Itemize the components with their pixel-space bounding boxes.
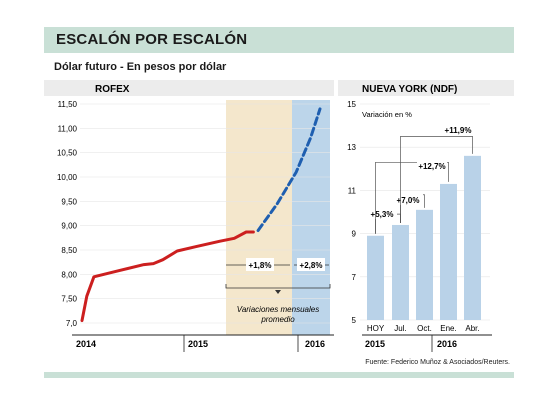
ndf-category-label: Oct.	[417, 324, 432, 333]
page-subtitle: Dólar futuro - En pesos por dólar	[54, 61, 227, 73]
ndf-y-tick-label: 7	[352, 273, 357, 282]
rofex-series-projected	[256, 107, 322, 232]
ndf-y-label: Variación en %	[362, 110, 412, 119]
variation-bracket-arrow	[275, 290, 281, 294]
bottom-bar	[44, 372, 514, 378]
rofex-y-tick-label: 7,50	[61, 295, 77, 304]
ndf-title: NUEVA YORK (NDF)	[362, 84, 457, 95]
rofex-y-tick-label: 9,50	[61, 197, 77, 206]
page-title: ESCALÓN POR ESCALÓN	[56, 31, 248, 48]
rofex-x-tick-label: 2016	[305, 339, 325, 349]
rofex-y-tick-label: 9,00	[61, 222, 77, 231]
ndf-year-label: 2015	[365, 339, 385, 349]
ndf-step-label: +12,7%	[418, 162, 445, 171]
ndf-bar	[416, 209, 433, 320]
ndf-step-label: +5,3%	[371, 210, 394, 219]
ndf-year-label: 2016	[437, 339, 457, 349]
ndf-step-bracket	[400, 136, 473, 223]
rofex-series-actual	[80, 230, 255, 323]
ndf-step-label: +11,9%	[445, 126, 472, 135]
ndf-bar	[367, 235, 384, 320]
ndf-bar	[392, 224, 409, 320]
variation-1-label: +1,8%	[249, 261, 272, 270]
rofex-y-tick-label: 10,50	[57, 149, 78, 158]
variation-1-box	[246, 258, 274, 271]
ndf-category-label: HOY	[367, 324, 385, 333]
ndf-bar	[464, 155, 481, 320]
ndf-y-tick-label: 13	[347, 143, 356, 152]
ndf-step-label-box	[443, 124, 473, 135]
variation-2-box	[297, 258, 325, 271]
rofex-shade-2015	[226, 100, 292, 335]
ndf-y-tick-label: 15	[347, 100, 356, 109]
ndf-y-tick-label: 11	[348, 186, 357, 195]
variation-note-line1: Variaciones mensuales	[237, 305, 319, 314]
rofex-x-tick-label: 2014	[76, 339, 96, 349]
ndf-step-label-box	[393, 194, 423, 205]
variation-2-label: +2,8%	[300, 261, 323, 270]
ndf-step-bracket	[375, 161, 449, 234]
ndf-bar	[440, 183, 457, 320]
variation-bracket	[225, 284, 331, 289]
ndf-category-label: Ene.	[440, 324, 456, 333]
rofex-y-tick-label: 10,00	[57, 173, 78, 182]
ndf-category-label: Jul.	[394, 324, 406, 333]
rofex-y-tick-label: 8,00	[61, 270, 77, 279]
rofex-y-tick-label: 8,50	[61, 246, 77, 255]
rofex-x-tick-label: 2015	[188, 339, 208, 349]
source-note: Fuente: Federico Muñoz & Asociados/Reute…	[365, 359, 510, 366]
rofex-header-band	[44, 80, 334, 96]
ndf-step-label-box	[417, 160, 447, 171]
variation-note-line2: promedio	[260, 315, 295, 324]
rofex-y-tick-label: 11,00	[58, 124, 78, 133]
rofex-title: ROFEX	[95, 84, 130, 95]
ndf-y-tick-label: 9	[352, 230, 357, 239]
rofex-y-tick-label: 7,0	[66, 319, 78, 328]
ndf-step-label: +7,0%	[397, 196, 420, 205]
title-bar: ESCALÓN POR ESCALÓN	[44, 27, 514, 53]
ndf-header-band	[338, 80, 514, 96]
ndf-category-label: Abr.	[465, 324, 479, 333]
ndf-step-label-box	[367, 208, 397, 219]
ndf-y-tick-label: 5	[352, 316, 357, 325]
rofex-y-tick-label: 11,50	[58, 100, 78, 109]
